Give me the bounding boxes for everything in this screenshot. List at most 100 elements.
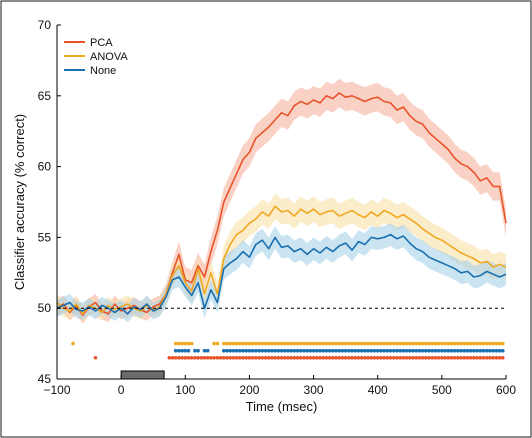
- sig-dot-pca: [465, 356, 470, 360]
- sig-dot-anova: [404, 341, 409, 346]
- sig-dot-pca: [440, 356, 444, 360]
- sig-dot-none: [408, 348, 412, 353]
- sig-dot-pca: [472, 356, 476, 360]
- sig-dot-pca: [433, 356, 438, 360]
- sig-dot-anova: [462, 341, 467, 346]
- y-tick-label: 70: [38, 18, 52, 32]
- sig-dot-pca: [286, 356, 290, 360]
- sig-dot-pca: [183, 356, 188, 360]
- sig-dot-pca: [193, 356, 197, 360]
- sig-dot-pca: [363, 356, 367, 360]
- sig-dot-none: [282, 348, 287, 353]
- sig-dot-none: [382, 348, 386, 353]
- sig-dot-none: [398, 348, 403, 353]
- sig-dot-pca: [350, 356, 354, 360]
- sig-dot-anova: [385, 341, 390, 346]
- sig-dot-pca: [408, 356, 412, 360]
- sig-dot-none: [270, 348, 274, 353]
- sig-dot-anova: [475, 341, 479, 346]
- sig-dot-none: [440, 348, 444, 353]
- sig-dot-none: [404, 348, 409, 353]
- sig-dot-none: [276, 348, 281, 353]
- sig-dot-anova: [331, 341, 335, 346]
- sig-dot-none: [501, 348, 505, 353]
- sig-dot-none: [456, 348, 460, 353]
- sig-dot-anova: [369, 341, 374, 346]
- sig-dot-anova: [494, 341, 499, 346]
- sig-dot-none: [449, 348, 454, 353]
- sig-dot-pca: [289, 356, 293, 360]
- sig-dot-pca: [481, 356, 486, 360]
- sig-dot-pca: [173, 356, 178, 360]
- line-anova: [56, 205, 507, 315]
- legend-label-none: None: [90, 65, 116, 77]
- sig-dot-anova: [247, 341, 252, 346]
- sig-dot-none: [359, 348, 364, 353]
- sig-dot-none: [260, 348, 265, 353]
- sig-dot-anova: [215, 341, 220, 346]
- sig-dot-pca: [327, 356, 332, 360]
- sig-dot-none: [414, 348, 419, 353]
- sig-dot-anova: [189, 341, 194, 346]
- sig-dot-pca: [404, 356, 409, 360]
- sig-dot-pca: [411, 356, 415, 360]
- sig-dot-anova: [238, 341, 242, 346]
- sig-dot-pca: [424, 356, 428, 360]
- sig-dot-none: [375, 348, 380, 353]
- sig-dot-none: [321, 348, 326, 353]
- sig-dot-pca: [250, 356, 255, 360]
- sig-dot-none: [433, 348, 438, 353]
- sig-dot-none: [196, 348, 200, 353]
- sig-dot-none: [263, 348, 268, 353]
- sig-dot-pca: [456, 356, 460, 360]
- sig-dot-none: [424, 348, 428, 353]
- sig-dot-anova: [343, 341, 348, 346]
- sig-dot-none: [417, 348, 422, 353]
- sig-dot-pca: [282, 356, 287, 360]
- sig-dot-anova: [321, 341, 326, 346]
- sig-dot-anova: [350, 341, 354, 346]
- sig-dot-none: [347, 348, 351, 353]
- sig-dot-anova: [430, 341, 435, 346]
- sig-dot-pca: [353, 356, 358, 360]
- sig-dot-pca: [212, 356, 216, 360]
- sig-dot-none: [452, 348, 457, 353]
- sig-dot-anova: [186, 341, 191, 346]
- sig-dot-none: [279, 348, 284, 353]
- sig-dot-anova: [443, 341, 447, 346]
- sig-dot-anova: [481, 341, 486, 346]
- sig-dot-pca: [215, 356, 220, 360]
- y-tick-label: 45: [38, 372, 52, 386]
- sig-dot-none: [331, 348, 335, 353]
- sig-dot-none: [485, 348, 489, 353]
- sig-dot-none: [392, 348, 396, 353]
- sig-dot-anova: [244, 341, 248, 346]
- sig-dot-pca: [401, 356, 406, 360]
- x-ticks: −100 0 100 200 300 400 500 600: [43, 375, 516, 397]
- sig-dot-anova: [263, 341, 268, 346]
- sig-dot-pca: [334, 356, 338, 360]
- sig-dot-none: [488, 348, 492, 353]
- sig-dot-pca: [491, 356, 496, 360]
- sig-dot-pca: [385, 356, 390, 360]
- sig-dot-pca: [459, 356, 463, 360]
- sig-dot-anova: [71, 341, 75, 346]
- sig-dot-none: [324, 348, 329, 353]
- sig-dot-none: [363, 348, 367, 353]
- sig-dot-anova: [459, 341, 463, 346]
- sig-dot-none: [228, 348, 232, 353]
- sig-dot-none: [193, 348, 197, 353]
- sig-dot-none: [318, 348, 322, 353]
- sig-dot-pca: [417, 356, 422, 360]
- sig-dot-pca: [485, 356, 489, 360]
- sig-dot-none: [411, 348, 415, 353]
- sig-dot-anova: [266, 341, 271, 346]
- sig-dot-anova: [353, 341, 358, 346]
- sig-dot-pca: [93, 355, 98, 360]
- x-tick-label: 100: [175, 383, 195, 397]
- sig-dot-none: [427, 348, 431, 353]
- sig-dot-pca: [366, 356, 370, 360]
- sig-dot-anova: [295, 341, 300, 346]
- sig-dot-none: [472, 348, 476, 353]
